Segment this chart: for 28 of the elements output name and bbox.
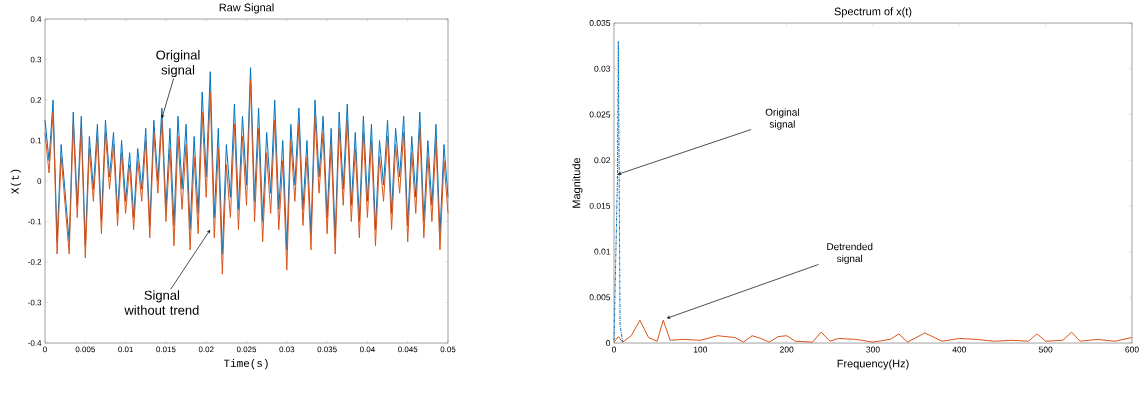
y-tick-label: 0.01 bbox=[594, 248, 611, 255]
x-tick-label: 500 bbox=[1038, 346, 1053, 353]
annotation: Original signal bbox=[156, 50, 200, 78]
y-tick-label: 0 bbox=[606, 340, 611, 347]
y-tick-label: 0.025 bbox=[589, 111, 611, 118]
y-tick-label: 0.005 bbox=[589, 294, 611, 301]
x-tick-label: 100 bbox=[693, 346, 708, 353]
x-tick-label: 0 bbox=[611, 346, 617, 353]
x-tick-label: 200 bbox=[780, 346, 794, 353]
y-tick-label: 0.03 bbox=[594, 65, 611, 72]
chart-title: Spectrum of x(t) bbox=[834, 7, 912, 18]
y-tick-label: 0.035 bbox=[589, 20, 611, 27]
y-tick-label: 0.02 bbox=[594, 157, 611, 164]
y-tick-label: 0.015 bbox=[589, 202, 611, 209]
line-series bbox=[44, 79, 449, 275]
x-axis-title: Time(s) bbox=[223, 359, 268, 370]
x-tick-label: 300 bbox=[866, 346, 880, 353]
y-axis-title: Magnitude bbox=[572, 157, 583, 208]
line-series bbox=[613, 40, 624, 343]
line-series bbox=[613, 319, 1133, 343]
x-axis-title: Frequency(Hz) bbox=[837, 359, 909, 370]
annotation: Signal without trend bbox=[124, 290, 199, 315]
annotation: Detrended signal bbox=[827, 242, 873, 265]
annotation: Original signal bbox=[765, 108, 799, 130]
chart-title: Raw Signal bbox=[219, 3, 274, 14]
y-axis-title: X(t) bbox=[10, 169, 21, 194]
x-tick-label: 600 bbox=[1125, 346, 1139, 353]
x-tick-label: 400 bbox=[952, 346, 967, 353]
